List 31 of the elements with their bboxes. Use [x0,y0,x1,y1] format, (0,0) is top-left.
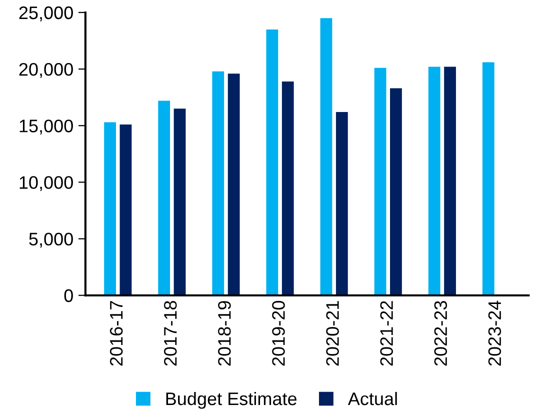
bar [444,66,456,296]
y-tick-label: 15,000 [20,120,73,134]
x-tick-label: 2018-19 [218,301,231,366]
x-tick-label: 2022-23 [434,301,448,366]
bar [428,66,440,296]
x-tick-label: 2020-21 [326,301,339,366]
bar [266,29,278,296]
bar [120,124,132,296]
bar [212,71,224,296]
y-tick-label: 20,000 [19,62,73,78]
x-tick-label: 2017-18 [164,301,177,366]
bar [282,82,294,296]
y-tick-label: 25,000 [19,6,73,22]
legend-label: Actual [348,392,397,406]
bar [228,74,240,296]
bar [336,112,348,296]
legend-label: Budget Estimate [166,392,297,409]
x-tick-label: 2016-17 [110,301,123,366]
bar [374,68,386,296]
bar [174,108,186,296]
bar [390,88,402,296]
bar [158,100,170,296]
y-tick-label: 10,000 [20,176,73,192]
x-tick-label: 2019-20 [272,300,285,366]
y-tick-label: 0 [64,289,73,302]
x-tick-label: 2023-24 [488,300,502,366]
x-tick-label: 2021-22 [380,301,393,366]
y-tick-label: 5,000 [29,232,73,248]
bar [482,62,494,296]
bar [320,18,332,296]
bar [104,122,116,296]
